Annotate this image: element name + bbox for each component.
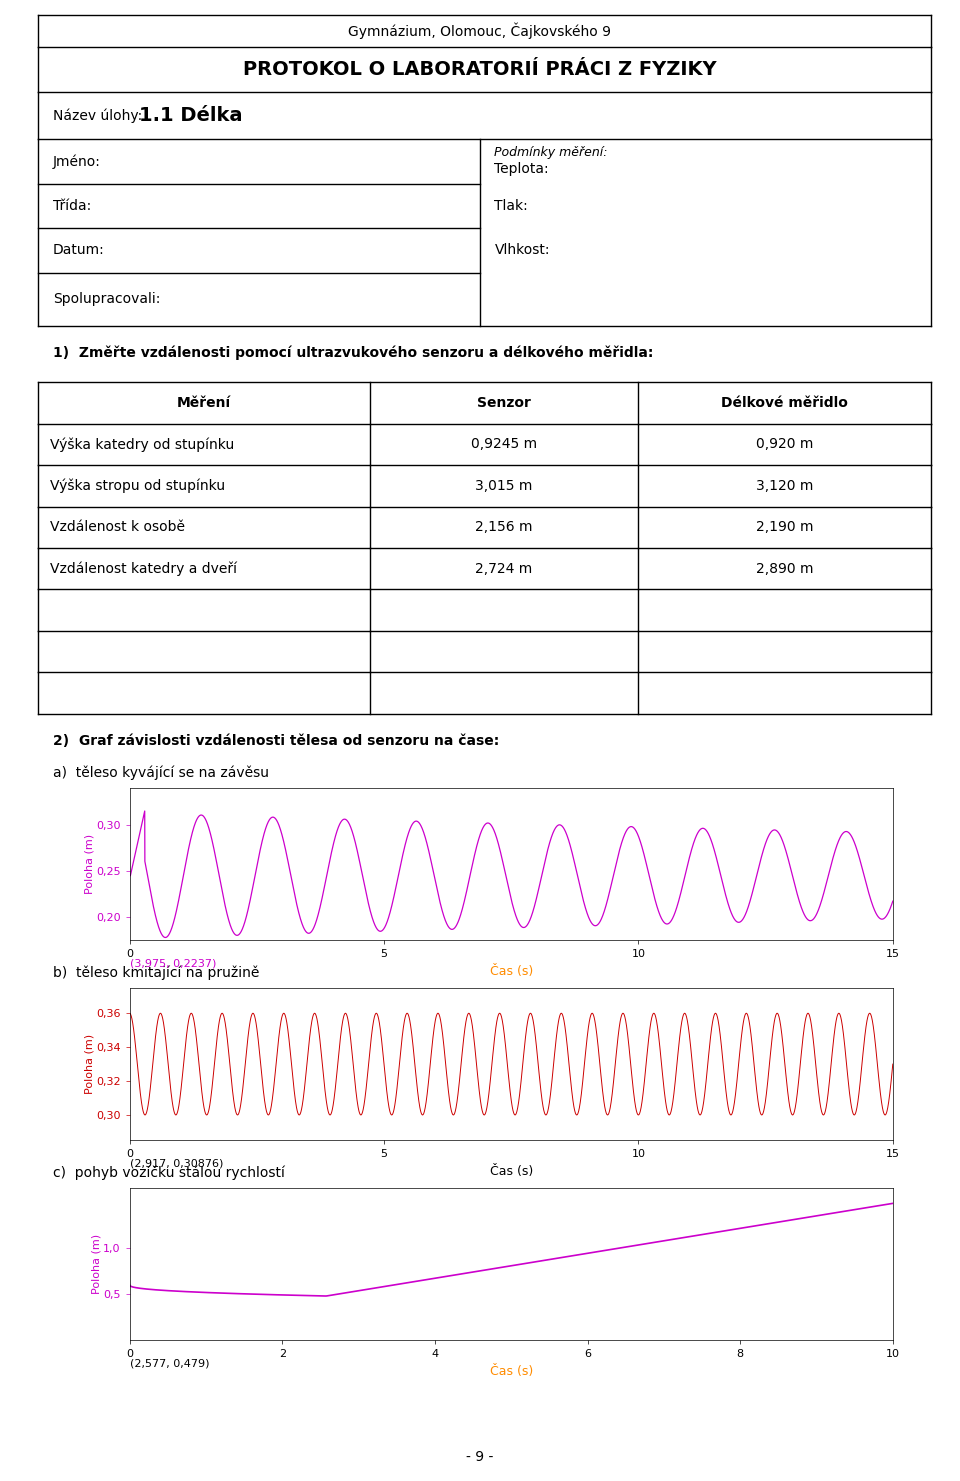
Text: Vlhkost:: Vlhkost:	[494, 243, 550, 258]
Text: 2,724 m: 2,724 m	[475, 561, 533, 576]
Text: PROTOKOL O LABORATORIÍ PRÁCI Z FYZIKY: PROTOKOL O LABORATORIÍ PRÁCI Z FYZIKY	[243, 61, 717, 78]
Text: b)  těleso kmitající na pružině: b) těleso kmitající na pružině	[53, 966, 259, 980]
Text: 2,890 m: 2,890 m	[756, 561, 813, 576]
Text: Tlak:: Tlak:	[494, 198, 528, 213]
Text: c)  pohyb vozíčku stálou rychlostí: c) pohyb vozíčku stálou rychlostí	[53, 1166, 285, 1180]
Text: Datum:: Datum:	[53, 243, 105, 258]
Text: Senzor: Senzor	[477, 395, 531, 410]
Text: a)  těleso kyvájící se na závěsu: a) těleso kyvájící se na závěsu	[53, 766, 269, 780]
Text: 0,920 m: 0,920 m	[756, 437, 813, 452]
Text: 1)  Změřte vzdálenosti pomocí ultrazvukového senzoru a délkového měřidla:: 1) Změřte vzdálenosti pomocí ultrazvukov…	[53, 345, 653, 360]
Y-axis label: Poloha (m): Poloha (m)	[84, 834, 94, 895]
Text: 2,190 m: 2,190 m	[756, 520, 813, 535]
Y-axis label: Poloha (m): Poloha (m)	[92, 1234, 102, 1294]
X-axis label: Čas (s): Čas (s)	[490, 966, 533, 977]
Text: Teplota:: Teplota:	[494, 161, 549, 176]
Text: 1.1 Délka: 1.1 Délka	[139, 107, 243, 124]
Text: (2,577, 0,479): (2,577, 0,479)	[130, 1358, 209, 1368]
Text: Délkové měřidlo: Délkové měřidlo	[721, 395, 849, 410]
Text: Gymnázium, Olomouc, Čajkovského 9: Gymnázium, Olomouc, Čajkovského 9	[348, 22, 612, 40]
Text: Vzdálenost k osobě: Vzdálenost k osobě	[50, 520, 185, 535]
Text: Výška stropu od stupínku: Výška stropu od stupínku	[50, 478, 225, 493]
Text: 3,015 m: 3,015 m	[475, 478, 533, 493]
Text: (2,917, 0,30876): (2,917, 0,30876)	[130, 1158, 223, 1169]
Text: Výška katedry od stupínku: Výška katedry od stupínku	[50, 437, 234, 452]
X-axis label: Čas (s): Čas (s)	[490, 1365, 533, 1377]
Text: Měření: Měření	[177, 395, 231, 410]
X-axis label: Čas (s): Čas (s)	[490, 1166, 533, 1177]
Text: Třída:: Třída:	[53, 198, 91, 213]
Text: 3,120 m: 3,120 m	[756, 478, 813, 493]
Text: 0,9245 m: 0,9245 m	[471, 437, 537, 452]
Text: 2)  Graf závislosti vzdálenosti tělesa od senzoru na čase:: 2) Graf závislosti vzdálenosti tělesa od…	[53, 733, 499, 748]
Text: (3,975, 0,2237): (3,975, 0,2237)	[130, 958, 216, 969]
Text: Jméno:: Jméno:	[53, 154, 101, 169]
Y-axis label: Poloha (m): Poloha (m)	[84, 1034, 94, 1094]
Text: Vzdálenost katedry a dveří: Vzdálenost katedry a dveří	[50, 561, 237, 576]
Text: Podmínky měření:: Podmínky měření:	[494, 147, 608, 158]
Text: Název úlohy:: Název úlohy:	[53, 108, 142, 123]
Text: 2,156 m: 2,156 m	[475, 520, 533, 535]
Text: Spolupracovali:: Spolupracovali:	[53, 292, 160, 307]
Text: - 9 -: - 9 -	[467, 1450, 493, 1465]
